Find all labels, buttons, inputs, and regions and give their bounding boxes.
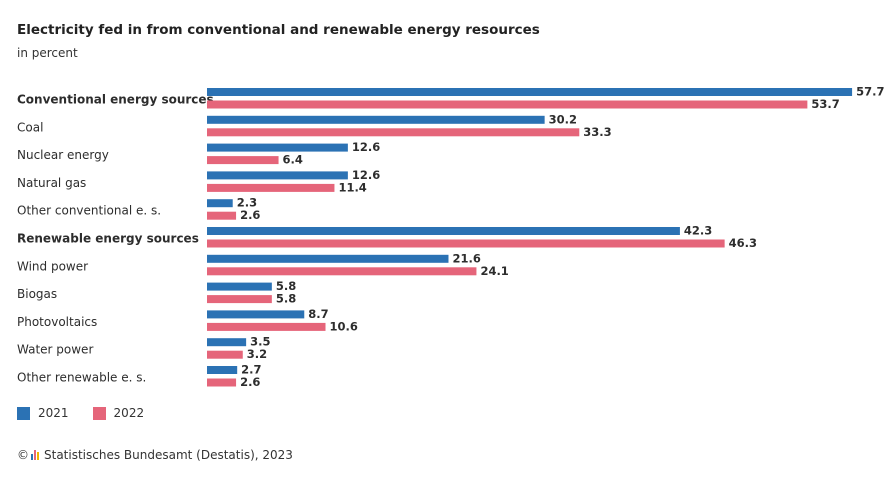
category-label-photovoltaics: Photovoltaics	[17, 315, 97, 329]
legend-swatch-2021	[17, 406, 30, 420]
bar-natural-gas-2022[interactable]	[207, 183, 335, 192]
legend-swatch-2022	[92, 406, 106, 420]
data-label-conventional-energy-sources-2021: 57.7	[856, 85, 884, 99]
bar-water-power-2021[interactable]	[207, 338, 247, 347]
category-label-other-conventional-e-s: Other conventional e. s.	[17, 204, 161, 218]
bar-renewable-energy-sources-2022[interactable]	[207, 239, 725, 248]
data-label-natural-gas-2021: 12.6	[352, 168, 380, 182]
data-label-coal-2021: 30.2	[549, 112, 577, 126]
legend-item-2021[interactable]: 2021	[17, 406, 69, 420]
data-label-other-renewable-e-s-2022: 2.6	[240, 375, 260, 389]
data-label-photovoltaics-2021: 8.7	[308, 307, 328, 321]
data-label-biogas-2022: 5.8	[276, 292, 296, 306]
bar-other-conventional-e-s-2021[interactable]	[207, 199, 233, 208]
bar-coal-2022[interactable]	[207, 128, 580, 137]
chart-title: Electricity fed in from conventional and…	[17, 22, 540, 38]
source-text: Statistisches Bundesamt (Destatis), 2023	[44, 448, 293, 462]
legend: 2021 2022	[17, 406, 168, 420]
bar-conventional-energy-sources-2022[interactable]	[207, 100, 808, 109]
data-label-water-power-2021: 3.5	[250, 335, 270, 349]
bar-other-renewable-e-s-2022[interactable]	[207, 378, 237, 387]
data-label-other-renewable-e-s-2021: 2.7	[241, 363, 261, 377]
data-label-renewable-energy-sources-2022: 46.3	[729, 236, 757, 250]
data-label-photovoltaics-2022: 10.6	[330, 319, 358, 333]
category-label-renewable-energy-sources: Renewable energy sources	[17, 232, 199, 246]
bar-coal-2021[interactable]	[207, 115, 545, 124]
copyright-symbol: ©	[17, 448, 29, 462]
bar-nuclear-energy-2022[interactable]	[207, 156, 279, 165]
bar-biogas-2022[interactable]	[207, 295, 272, 304]
category-label-nuclear-energy: Nuclear energy	[17, 148, 109, 162]
data-label-wind-power-2022: 24.1	[480, 264, 508, 278]
category-label-other-renewable-e-s: Other renewable e. s.	[17, 371, 146, 385]
category-label-biogas: Biogas	[17, 287, 57, 301]
data-label-renewable-energy-sources-2021: 42.3	[684, 224, 712, 238]
data-label-nuclear-energy-2021: 12.6	[352, 140, 380, 154]
category-label-coal: Coal	[17, 120, 43, 134]
data-label-other-conventional-e-s-2022: 2.6	[240, 208, 260, 222]
bar-wind-power-2021[interactable]	[207, 254, 449, 263]
bar-wind-power-2022[interactable]	[207, 267, 477, 276]
legend-item-2022[interactable]: 2022	[92, 406, 145, 420]
bar-biogas-2021[interactable]	[207, 282, 272, 291]
category-label-natural-gas: Natural gas	[17, 176, 86, 190]
bar-photovoltaics-2021[interactable]	[207, 310, 305, 319]
data-label-conventional-energy-sources-2022: 53.7	[811, 97, 839, 111]
bar-photovoltaics-2022[interactable]	[207, 322, 326, 331]
bar-other-conventional-e-s-2022[interactable]	[207, 211, 237, 220]
data-label-other-conventional-e-s-2021: 2.3	[237, 196, 257, 210]
bar-other-renewable-e-s-2021[interactable]	[207, 366, 238, 374]
data-label-water-power-2022: 3.2	[247, 347, 267, 361]
data-label-nuclear-energy-2022: 6.4	[283, 153, 303, 167]
destatis-logo-icon	[31, 450, 40, 460]
legend-label-2022: 2022	[113, 406, 145, 420]
bar-chart: Conventional energy sources 57.7 53.7 Coal 3…	[17, 85, 884, 390]
data-label-coal-2022: 33.3	[583, 125, 611, 139]
bar-renewable-energy-sources-2021[interactable]	[207, 227, 680, 235]
category-label-water-power: Water power	[17, 343, 93, 357]
bar-natural-gas-2021[interactable]	[207, 171, 348, 180]
bar-nuclear-energy-2021[interactable]	[207, 143, 348, 152]
chart-subtitle: in percent	[17, 46, 78, 60]
category-label-wind-power: Wind power	[17, 259, 88, 273]
source-note: © Statistisches Bundesamt (Destatis), 20…	[17, 448, 293, 462]
bar-water-power-2022[interactable]	[207, 350, 243, 359]
legend-label-2021: 2021	[38, 406, 69, 420]
category-label-conventional-energy-sources: Conventional energy sources	[17, 93, 214, 107]
data-label-wind-power-2021: 21.6	[452, 251, 480, 265]
data-label-natural-gas-2022: 11.4	[338, 180, 366, 194]
data-label-biogas-2021: 5.8	[276, 279, 296, 293]
bar-conventional-energy-sources-2021[interactable]	[207, 88, 853, 96]
